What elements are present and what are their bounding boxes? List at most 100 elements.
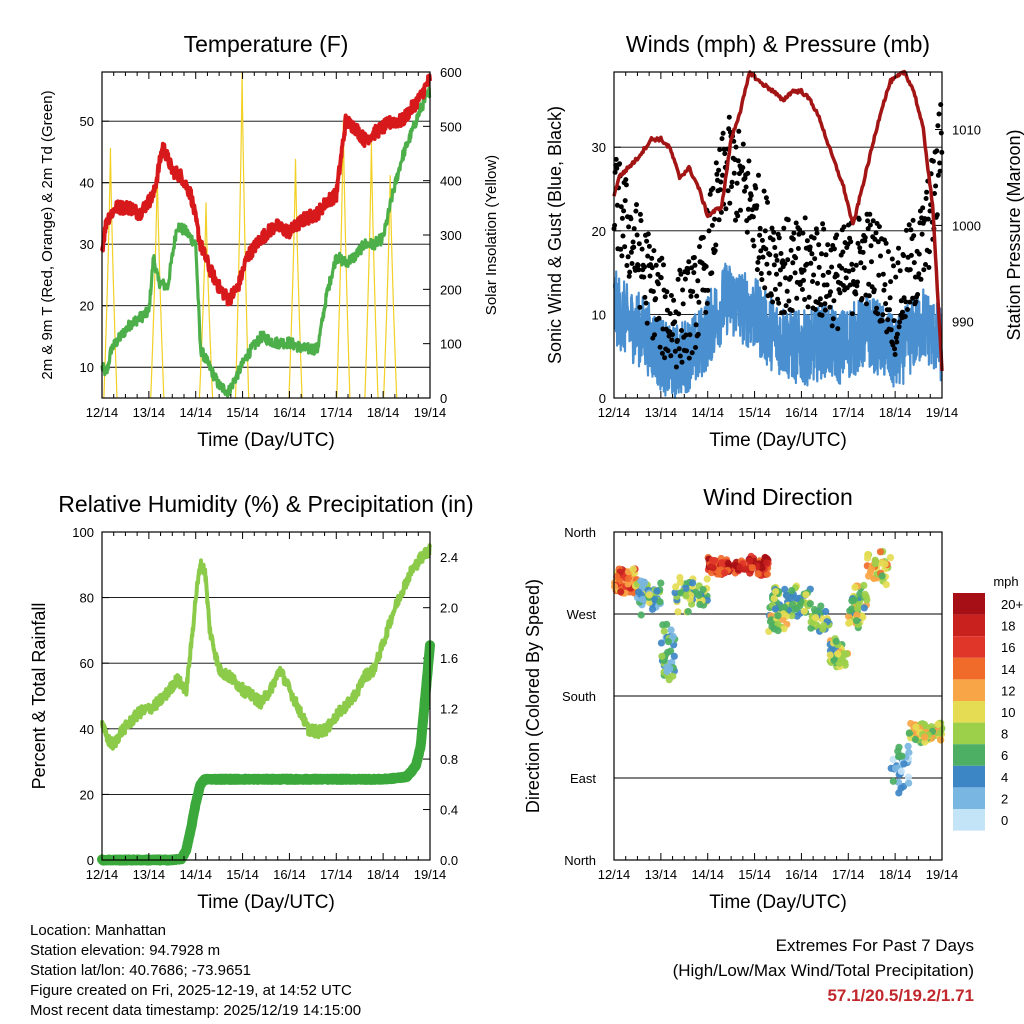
rh-ytick-label: 60 bbox=[80, 656, 94, 671]
temp-ytick-label: 40 bbox=[80, 176, 94, 191]
speed-legend-title: mph bbox=[993, 574, 1018, 589]
station-latlon: Station lat/lon: 40.7686; -73.9651 bbox=[30, 962, 252, 979]
wdir-xtick-label: 18/14 bbox=[879, 867, 912, 882]
wdir-xtick-label: 19/14 bbox=[926, 867, 959, 882]
wind-direction-points bbox=[610, 548, 946, 797]
speed-legend-swatch bbox=[953, 679, 985, 701]
speed-legend-swatch bbox=[953, 744, 985, 766]
speed-legend-label: 8 bbox=[1001, 727, 1008, 742]
temp-ytick-label: 10 bbox=[80, 360, 94, 375]
temp-xtick-label: 16/14 bbox=[273, 405, 306, 420]
speed-legend-label: 4 bbox=[1001, 770, 1008, 785]
sonic-wind-series bbox=[612, 262, 943, 399]
temp-ytick-right-label: 400 bbox=[440, 174, 462, 189]
winds-xtick-label: 17/14 bbox=[832, 405, 865, 420]
wdir-xtick-label: 14/14 bbox=[691, 867, 724, 882]
temp-xlabel: Time (Day/UTC) bbox=[197, 430, 335, 451]
speed-legend-label: 16 bbox=[1001, 640, 1015, 655]
extremes-title: Extremes For Past 7 Days bbox=[775, 936, 974, 955]
rh-xtick-label: 17/14 bbox=[320, 867, 353, 882]
rh-ytick-label: 100 bbox=[72, 525, 94, 540]
winds-ytick-right-label: 1000 bbox=[952, 218, 981, 233]
speed-legend-label: 18 bbox=[1001, 619, 1015, 634]
winds-xtick-label: 13/14 bbox=[645, 405, 678, 420]
extremes-box: Extremes For Past 7 Days (High/Low/Max W… bbox=[673, 933, 974, 1008]
solar-insolation-spike bbox=[383, 175, 398, 399]
rh-ytick-right-label: 0.8 bbox=[440, 752, 458, 767]
solar-insolation-spike bbox=[198, 202, 214, 399]
winds-title: Winds (mph) & Pressure (mb) bbox=[626, 31, 930, 57]
temp-ytick-right-label: 0 bbox=[440, 391, 447, 406]
rh-ytick-label: 20 bbox=[80, 787, 94, 802]
rh-xtick-label: 14/14 bbox=[179, 867, 212, 882]
winds-ylabel: Sonic Wind & Gust (Blue, Black) bbox=[545, 106, 565, 364]
wdir-xtick-label: 12/14 bbox=[598, 867, 631, 882]
humidity-series bbox=[100, 543, 432, 751]
rh-ytick-label: 80 bbox=[80, 591, 94, 606]
wdir-ytick-label: West bbox=[567, 607, 597, 622]
temp-ytick-right-label: 100 bbox=[440, 337, 462, 352]
rh-xtick-label: 18/14 bbox=[367, 867, 400, 882]
solar-insolation-spike bbox=[103, 148, 118, 399]
temp-ytick-label: 50 bbox=[80, 114, 94, 129]
rh-ylabel: Percent & Total Rainfall bbox=[29, 603, 49, 790]
temp-xtick-label: 14/14 bbox=[179, 405, 212, 420]
winds-ylabel-right: Station Pressure (Maroon) bbox=[1004, 129, 1024, 340]
wdir-ytick-label: North bbox=[564, 525, 596, 540]
wdir-xtick-label: 16/14 bbox=[785, 867, 818, 882]
winds-xtick-label: 19/14 bbox=[926, 405, 959, 420]
rh-ytick-right-label: 0.0 bbox=[440, 853, 458, 868]
temp-ytick-right-label: 500 bbox=[440, 119, 462, 134]
winds-ytick-label: 10 bbox=[592, 307, 606, 322]
temp-ytick-right-label: 300 bbox=[440, 228, 462, 243]
winds-xtick-label: 16/14 bbox=[785, 405, 818, 420]
temp-ylabel: 2m & 9m T (Red, Orange) & 2m Td (Green) bbox=[39, 90, 56, 379]
rh-ytick-right-label: 2.4 bbox=[440, 550, 458, 565]
rh-ytick-label: 40 bbox=[80, 722, 94, 737]
temp-ytick-right-label: 200 bbox=[440, 282, 462, 297]
rh-xtick-label: 15/14 bbox=[226, 867, 259, 882]
speed-legend-label: 10 bbox=[1001, 705, 1015, 720]
speed-legend-swatch bbox=[953, 657, 985, 680]
speed-legend-swatch bbox=[953, 765, 985, 788]
winds-ytick-label: 30 bbox=[592, 140, 606, 155]
temp-ytick-right-label: 600 bbox=[440, 65, 462, 80]
rh-ytick-right-label: 2.0 bbox=[440, 601, 458, 616]
rh-xlabel: Time (Day/UTC) bbox=[197, 892, 335, 913]
temp-xtick-label: 13/14 bbox=[133, 405, 166, 420]
temp-ytick-label: 20 bbox=[80, 299, 94, 314]
winds-xtick-label: 12/14 bbox=[598, 405, 631, 420]
speed-legend-label: 0 bbox=[1001, 813, 1008, 828]
rh-xtick-label: 16/14 bbox=[273, 867, 306, 882]
speed-legend-swatch bbox=[953, 636, 985, 658]
rh-xtick-label: 12/14 bbox=[86, 867, 119, 882]
solar-insolation-spike bbox=[364, 142, 379, 399]
speed-legend-swatch bbox=[953, 614, 985, 637]
temp-title: Temperature (F) bbox=[184, 31, 349, 57]
rh-ytick-right-label: 0.4 bbox=[440, 803, 458, 818]
recent-timestamp: Most recent data timestamp: 2025/12/19 1… bbox=[30, 1002, 362, 1019]
winds-xlabel: Time (Day/UTC) bbox=[709, 430, 847, 451]
rh-title: Relative Humidity (%) & Precipitation (i… bbox=[58, 491, 473, 517]
rh-ytick-label: 0 bbox=[87, 853, 94, 868]
speed-legend-label: 2 bbox=[1001, 791, 1008, 806]
extremes-values: 57.1/20.5/19.2/1.71 bbox=[827, 986, 974, 1005]
speed-legend-swatch bbox=[953, 593, 985, 615]
rh-ytick-right-label: 1.2 bbox=[440, 702, 458, 717]
wdir-xlabel: Time (Day/UTC) bbox=[709, 892, 847, 913]
wdir-title: Wind Direction bbox=[703, 484, 853, 510]
winds-xtick-label: 14/14 bbox=[691, 405, 724, 420]
speed-legend-swatch bbox=[953, 809, 985, 831]
gust-series bbox=[611, 102, 945, 370]
wdir-ytick-label: South bbox=[562, 689, 596, 704]
winds-ytick-label: 20 bbox=[592, 224, 606, 239]
temp-xtick-label: 15/14 bbox=[226, 405, 259, 420]
wdir-ytick-label: East bbox=[570, 771, 596, 786]
temp-xtick-label: 19/14 bbox=[414, 405, 447, 420]
pressure-series bbox=[612, 69, 944, 372]
temp-xtick-label: 12/14 bbox=[86, 405, 119, 420]
station-elevation: Station elevation: 94.7928 m bbox=[30, 942, 221, 959]
speed-legend-label: 12 bbox=[1001, 683, 1015, 698]
speed-legend-label: 14 bbox=[1001, 662, 1015, 677]
